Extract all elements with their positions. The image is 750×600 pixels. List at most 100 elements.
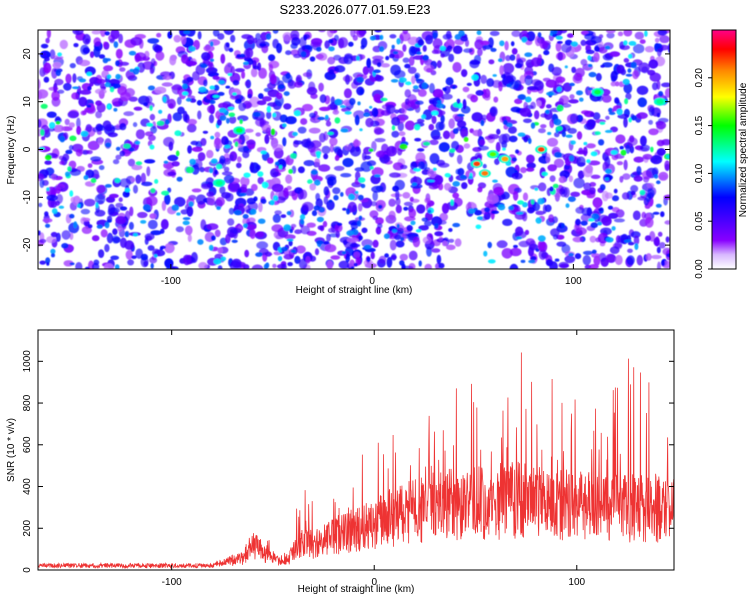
heatmap-cell — [523, 118, 532, 124]
heatmap-cell — [142, 204, 151, 211]
heatmap-cell — [174, 196, 186, 207]
heatmap-cell — [227, 106, 235, 110]
heatmap-cell — [549, 186, 554, 192]
heatmap-cell — [119, 178, 131, 188]
heatmap-cell — [266, 106, 271, 113]
heatmap-cell — [217, 33, 225, 40]
heatmap-cell — [625, 144, 631, 154]
heatmap-cell — [505, 55, 511, 62]
heatmap-cell — [338, 260, 350, 269]
heatmap-cell — [625, 92, 632, 100]
heatmap-cell — [51, 208, 58, 214]
heatmap-cell — [355, 145, 361, 152]
heatmap-cell — [510, 106, 521, 113]
heatmap-cell — [519, 107, 532, 117]
heatmap-cell — [582, 255, 591, 266]
heatmap-cell — [630, 185, 639, 193]
heatmap-cell — [452, 45, 463, 54]
heatmap-cell — [474, 209, 483, 216]
heatmap-cell — [561, 244, 571, 254]
heatmap-cell — [586, 159, 591, 164]
heatmap-cell — [212, 94, 220, 98]
heatmap-cell — [429, 153, 440, 165]
heatmap-cell — [39, 129, 45, 136]
heatmap-cell — [272, 263, 277, 269]
heatmap-cell — [161, 190, 170, 196]
heatmap-cell — [197, 110, 202, 120]
heatmap-cell — [287, 190, 297, 197]
heatmap-cell — [570, 191, 581, 197]
heatmap-cell — [665, 154, 670, 159]
heatmap-cell — [43, 62, 52, 74]
heatmap-cell — [110, 30, 120, 40]
heatmap-cell — [556, 40, 563, 44]
heatmap-cell — [477, 48, 483, 57]
figure-title: S233.2026.077.01.59.E23 — [279, 2, 430, 17]
heatmap-cell — [554, 151, 562, 158]
heatmap-cell — [128, 147, 135, 152]
heatmap-cell — [404, 216, 416, 222]
heatmap-cell — [396, 38, 401, 45]
heatmap-cell — [365, 117, 374, 128]
heatmap-cell — [61, 126, 73, 132]
heatmap-cell — [545, 259, 554, 267]
heatmap-cell — [78, 78, 87, 83]
heatmap-cell — [402, 57, 410, 63]
heatmap-cell — [608, 107, 613, 113]
heatmap-cell — [187, 234, 192, 243]
heatmap-cell — [169, 55, 177, 66]
heatmap-cell — [50, 199, 57, 209]
heatmap-cell — [160, 71, 172, 77]
heatmap-cell — [290, 249, 297, 253]
heatmap-cell — [622, 173, 631, 180]
heatmap-cell — [554, 131, 560, 138]
heatmap-cell — [80, 208, 91, 215]
heatmap-cell — [496, 128, 501, 135]
heatmap-cell — [541, 41, 549, 49]
heatmap-cell — [149, 257, 158, 264]
heatmap-cell — [504, 40, 509, 51]
y-tick-label: 600 — [22, 436, 33, 453]
heatmap-cell — [594, 46, 600, 52]
heatmap-cell — [655, 203, 662, 208]
heatmap-cell — [208, 63, 215, 71]
y-tick-label: 400 — [22, 478, 33, 495]
heatmap-cell — [389, 34, 397, 39]
heatmap-cell — [636, 254, 643, 266]
heatmap-cell — [39, 238, 47, 244]
heatmap-cell — [256, 100, 267, 106]
heatmap-cell — [325, 120, 332, 127]
heatmap-cell — [197, 31, 202, 40]
heatmap-cell — [357, 220, 362, 227]
heatmap-cell — [556, 234, 565, 240]
heatmap-cell — [583, 182, 592, 191]
heatmap-cell — [535, 248, 540, 252]
heatmap-cell — [219, 155, 226, 164]
heatmap-cell — [82, 33, 91, 45]
heatmap-cell — [160, 228, 165, 234]
heatmap-cell — [462, 99, 467, 110]
heatmap-cell — [374, 174, 381, 178]
heatmap-cell — [517, 200, 525, 205]
heatmap-cell — [558, 176, 567, 184]
heatmap-cell — [545, 109, 550, 114]
heatmap-cell — [82, 217, 91, 222]
heatmap-cell — [646, 188, 655, 199]
heatmap-cell — [95, 110, 102, 119]
heatmap-cell — [438, 236, 443, 242]
heatmap-cell — [490, 47, 497, 52]
heatmap-cell — [555, 76, 566, 83]
heatmap-cell — [632, 70, 639, 80]
heatmap-cell — [565, 134, 573, 138]
heatmap-cell — [374, 75, 384, 82]
heatmap-cell — [632, 210, 641, 221]
heatmap-cell — [605, 115, 610, 120]
heatmap-cell — [598, 34, 604, 39]
heatmap-cell — [69, 190, 74, 197]
heatmap-cell — [628, 117, 632, 123]
y-tick-label: -10 — [22, 190, 33, 205]
heatmap-cell — [287, 262, 293, 267]
heatmap-cell — [38, 78, 41, 90]
heatmap-cell — [595, 73, 602, 82]
